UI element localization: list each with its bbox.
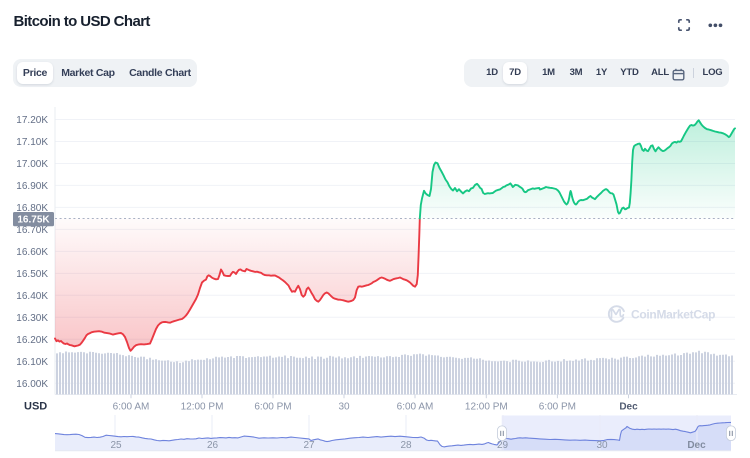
svg-text:16.10K: 16.10K: [16, 357, 48, 368]
svg-text:16.90K: 16.90K: [16, 181, 48, 192]
svg-text:6:00 PM: 6:00 PM: [254, 402, 291, 413]
svg-text:16.75K: 16.75K: [17, 215, 50, 226]
svg-text:CoinMarketCap: CoinMarketCap: [631, 308, 715, 322]
svg-text:29: 29: [497, 440, 509, 451]
svg-text:USD: USD: [24, 401, 47, 413]
svg-text:16.70K: 16.70K: [16, 225, 48, 236]
svg-text:17.00K: 17.00K: [16, 159, 48, 170]
svg-text:6:00 AM: 6:00 AM: [397, 402, 434, 413]
svg-text:16.60K: 16.60K: [16, 247, 48, 258]
svg-text:6:00 PM: 6:00 PM: [539, 402, 576, 413]
svg-text:Dec: Dec: [687, 440, 706, 451]
svg-text:16.40K: 16.40K: [16, 291, 48, 302]
svg-text:30: 30: [596, 440, 608, 451]
svg-text:16.00K: 16.00K: [16, 379, 48, 390]
svg-text:12:00 PM: 12:00 PM: [465, 402, 508, 413]
svg-text:16.80K: 16.80K: [16, 203, 48, 214]
svg-text:17.20K: 17.20K: [16, 115, 48, 126]
svg-text:16.30K: 16.30K: [16, 313, 48, 324]
svg-text:6:00 AM: 6:00 AM: [113, 402, 150, 413]
svg-text:16.20K: 16.20K: [16, 335, 48, 346]
svg-text:Dec: Dec: [619, 402, 638, 413]
svg-text:25: 25: [110, 440, 122, 451]
svg-text:27: 27: [303, 440, 315, 451]
svg-text:12:00 PM: 12:00 PM: [181, 402, 224, 413]
svg-text:17.10K: 17.10K: [16, 137, 48, 148]
svg-text:28: 28: [400, 440, 412, 451]
svg-text:26: 26: [207, 440, 219, 451]
svg-text:30: 30: [338, 402, 350, 413]
svg-text:16.50K: 16.50K: [16, 269, 48, 280]
